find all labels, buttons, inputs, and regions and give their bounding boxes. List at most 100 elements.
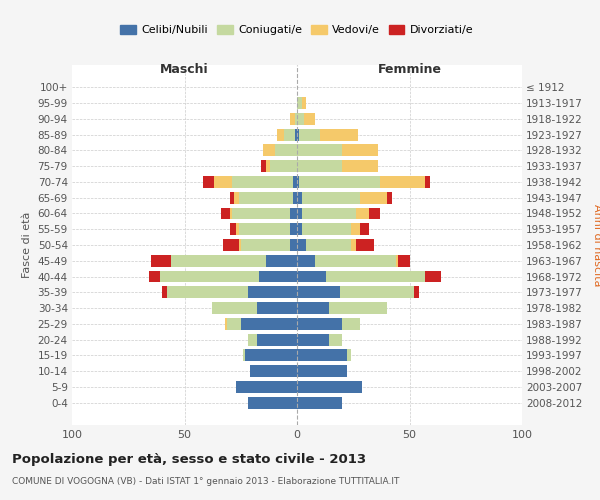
- Bar: [221, 208, 229, 220]
- Bar: [257, 302, 297, 314]
- Bar: [297, 334, 329, 345]
- Bar: [290, 239, 297, 251]
- Bar: [236, 224, 239, 235]
- Bar: [297, 97, 302, 109]
- Bar: [295, 113, 297, 124]
- Bar: [239, 239, 241, 251]
- Bar: [236, 381, 297, 393]
- Bar: [396, 255, 398, 266]
- Bar: [293, 176, 297, 188]
- Bar: [297, 397, 342, 408]
- Bar: [355, 239, 373, 251]
- Bar: [297, 192, 302, 203]
- Bar: [232, 208, 290, 220]
- Bar: [347, 350, 351, 362]
- Bar: [162, 286, 167, 298]
- Bar: [304, 113, 315, 124]
- Bar: [302, 192, 360, 203]
- Bar: [297, 270, 326, 282]
- Bar: [387, 192, 392, 203]
- Bar: [329, 302, 387, 314]
- Bar: [248, 397, 297, 408]
- Bar: [265, 160, 270, 172]
- Bar: [284, 128, 295, 140]
- Bar: [290, 208, 297, 220]
- Bar: [425, 270, 441, 282]
- Bar: [297, 128, 299, 140]
- Bar: [329, 334, 342, 345]
- Bar: [241, 318, 297, 330]
- Bar: [380, 176, 425, 188]
- Bar: [355, 208, 369, 220]
- Bar: [149, 270, 160, 282]
- Bar: [293, 192, 297, 203]
- Bar: [295, 128, 297, 140]
- Text: COMUNE DI VOGOGNA (VB) - Dati ISTAT 1° gennaio 2013 - Elaborazione TUTTITALIA.IT: COMUNE DI VOGOGNA (VB) - Dati ISTAT 1° g…: [12, 478, 400, 486]
- Bar: [297, 176, 299, 188]
- Bar: [167, 286, 248, 298]
- Text: Popolazione per età, sesso e stato civile - 2013: Popolazione per età, sesso e stato civil…: [12, 454, 366, 466]
- Bar: [248, 334, 257, 345]
- Bar: [315, 255, 396, 266]
- Bar: [212, 302, 257, 314]
- Bar: [223, 239, 239, 251]
- Bar: [290, 113, 295, 124]
- Bar: [297, 381, 362, 393]
- Y-axis label: Anni di nascita: Anni di nascita: [592, 204, 600, 286]
- Bar: [297, 239, 306, 251]
- Text: Femmine: Femmine: [377, 63, 442, 76]
- Bar: [265, 255, 297, 266]
- Y-axis label: Fasce di età: Fasce di età: [22, 212, 32, 278]
- Bar: [160, 270, 259, 282]
- Bar: [290, 224, 297, 235]
- Bar: [239, 192, 293, 203]
- Bar: [214, 176, 232, 188]
- Bar: [326, 270, 425, 282]
- Bar: [360, 224, 369, 235]
- Bar: [297, 255, 315, 266]
- Bar: [243, 350, 245, 362]
- Bar: [250, 366, 297, 377]
- Bar: [297, 224, 302, 235]
- Bar: [245, 350, 297, 362]
- Bar: [360, 192, 387, 203]
- Bar: [297, 366, 347, 377]
- Bar: [342, 318, 360, 330]
- Bar: [151, 255, 171, 266]
- Bar: [302, 208, 355, 220]
- Bar: [414, 286, 419, 298]
- Bar: [275, 144, 297, 156]
- Legend: Celibi/Nubili, Coniugati/e, Vedovi/e, Divorziati/e: Celibi/Nubili, Coniugati/e, Vedovi/e, Di…: [116, 20, 478, 40]
- Bar: [239, 224, 290, 235]
- Bar: [320, 128, 358, 140]
- Bar: [369, 208, 380, 220]
- Bar: [248, 286, 297, 298]
- Bar: [299, 176, 380, 188]
- Text: Maschi: Maschi: [160, 63, 209, 76]
- Bar: [270, 160, 297, 172]
- Bar: [297, 208, 302, 220]
- Bar: [297, 286, 340, 298]
- Bar: [398, 255, 409, 266]
- Bar: [297, 113, 304, 124]
- Bar: [229, 192, 234, 203]
- Bar: [227, 318, 241, 330]
- Bar: [261, 160, 265, 172]
- Bar: [297, 144, 342, 156]
- Bar: [297, 318, 342, 330]
- Bar: [203, 176, 214, 188]
- Bar: [257, 334, 297, 345]
- Bar: [340, 286, 414, 298]
- Bar: [342, 160, 378, 172]
- Bar: [297, 302, 329, 314]
- Bar: [234, 192, 239, 203]
- Bar: [297, 160, 342, 172]
- Bar: [351, 239, 355, 251]
- Bar: [306, 239, 351, 251]
- Bar: [302, 97, 306, 109]
- Bar: [229, 224, 236, 235]
- Bar: [263, 144, 275, 156]
- Bar: [351, 224, 360, 235]
- Bar: [225, 318, 227, 330]
- Bar: [425, 176, 430, 188]
